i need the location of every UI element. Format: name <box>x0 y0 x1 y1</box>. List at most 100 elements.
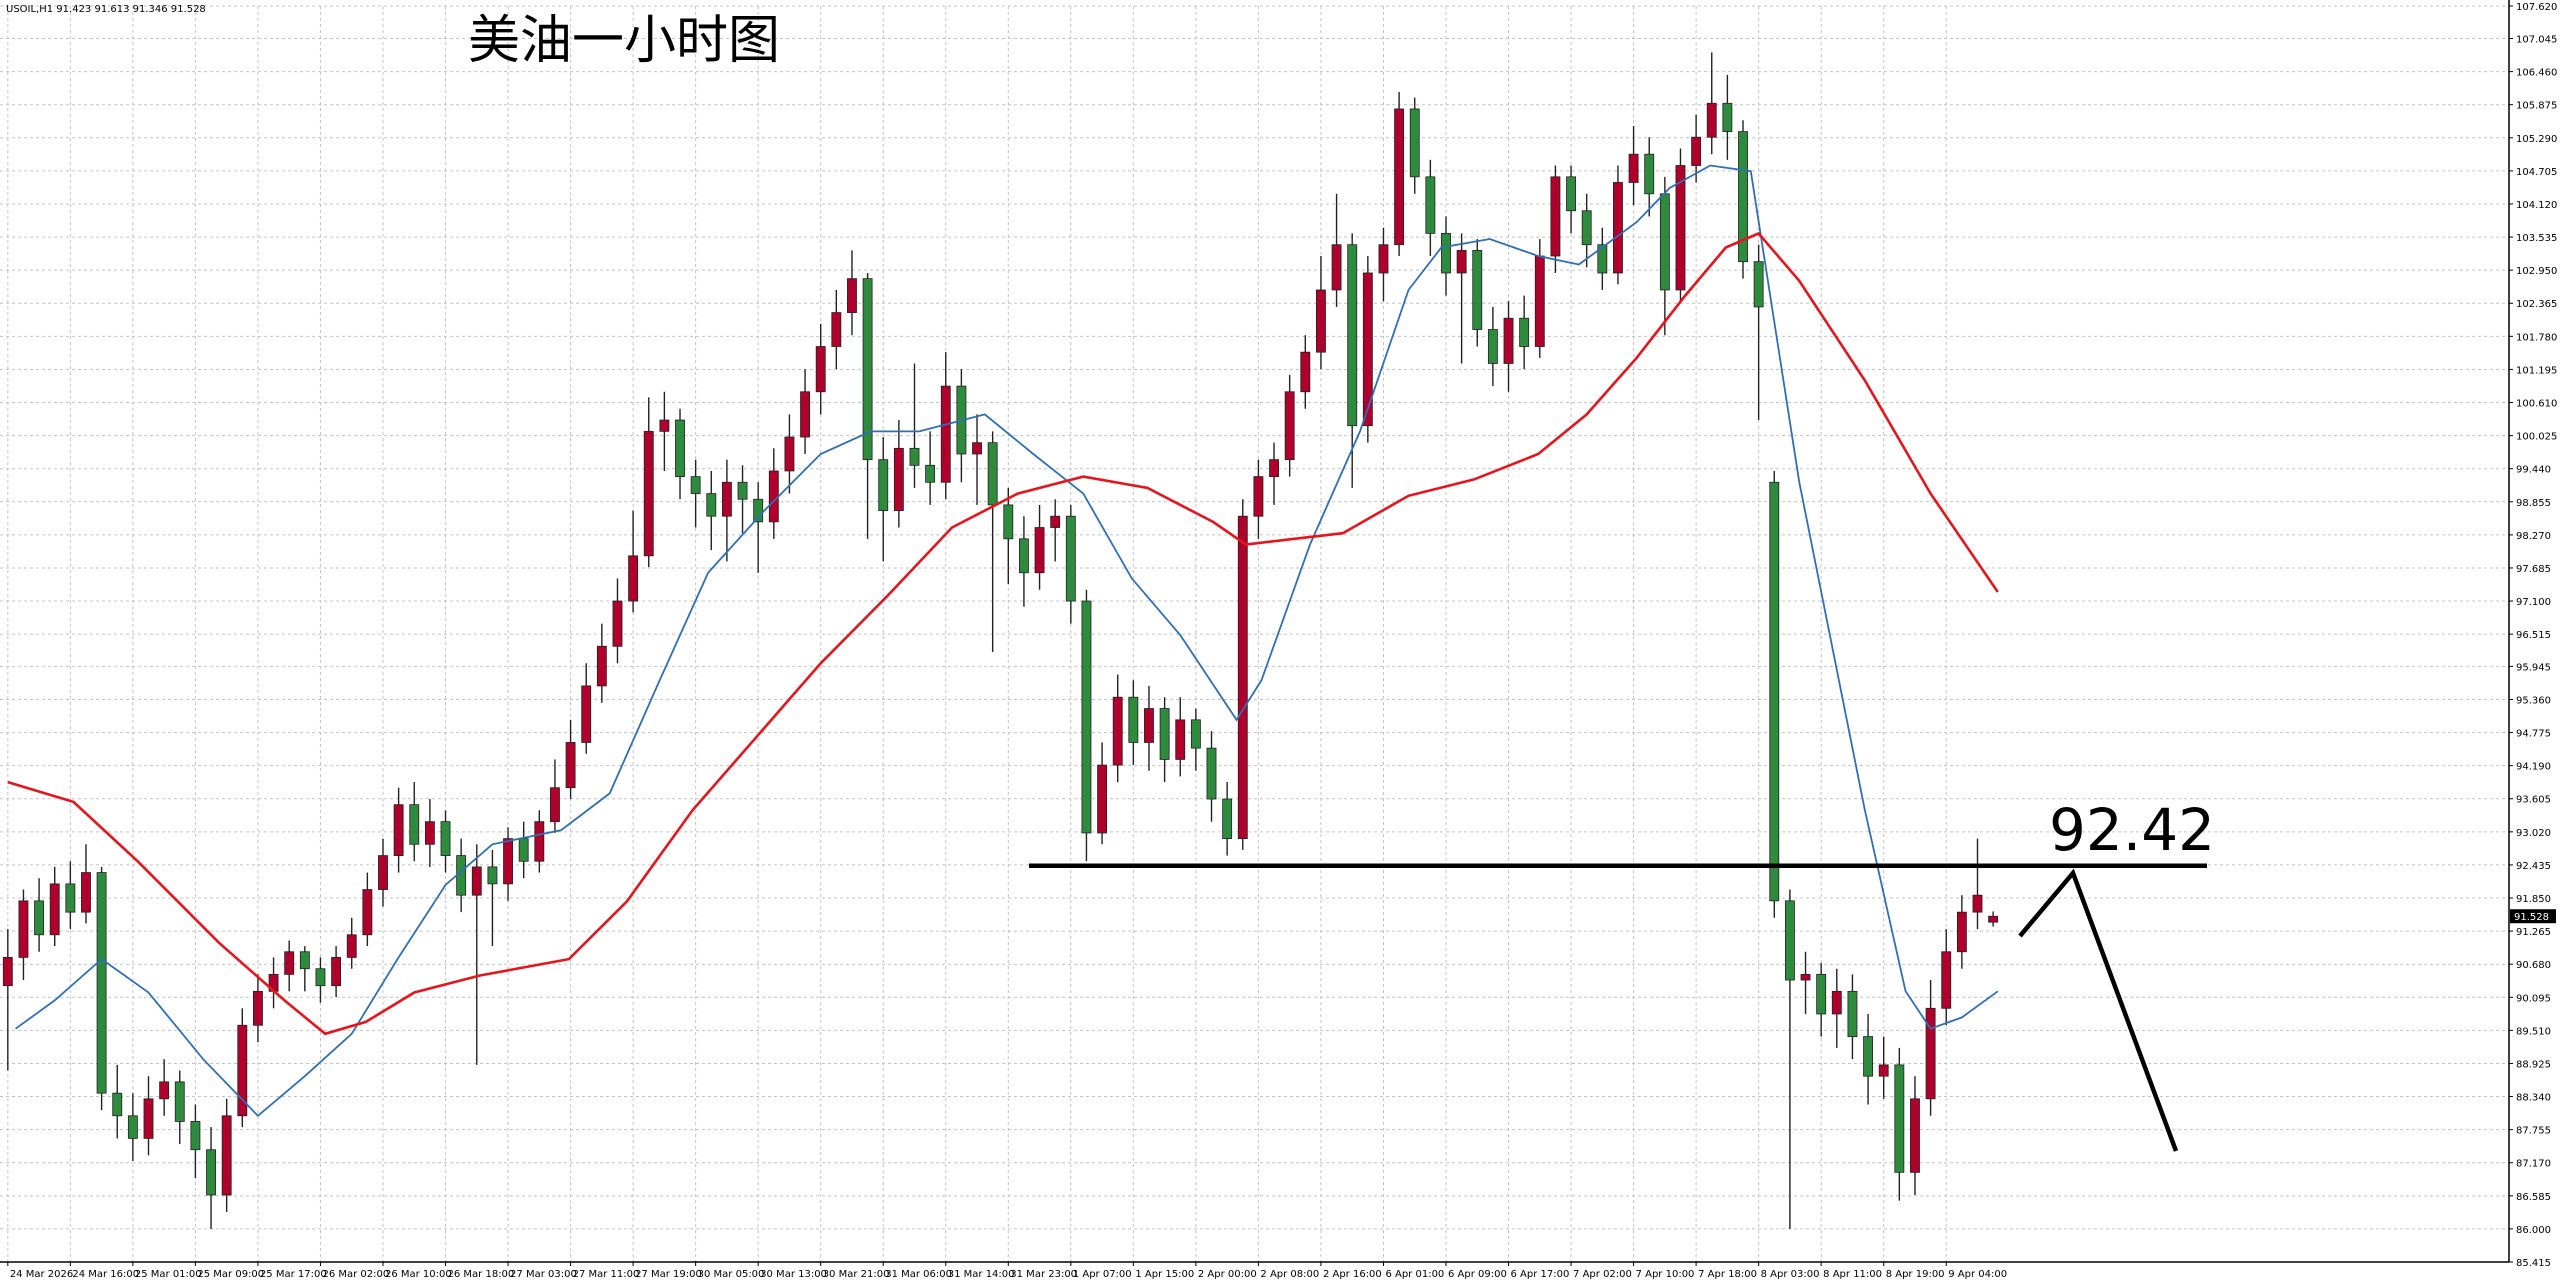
x-tick-label: 2 Apr 00:00 <box>1198 1269 1257 1280</box>
candle-body <box>1878 1064 1889 1077</box>
candle-body <box>909 447 920 466</box>
x-tick-label: 7 Apr 02:00 <box>1573 1269 1632 1280</box>
candle-body <box>1738 131 1748 263</box>
candle-body <box>550 787 560 823</box>
candle-body <box>784 436 795 472</box>
candle-body <box>862 278 873 461</box>
x-tick-label: 2 Apr 16:00 <box>1323 1269 1382 1280</box>
candle-body <box>596 645 607 687</box>
candle-body <box>127 1115 138 1139</box>
candle-body <box>675 419 685 478</box>
candle-body <box>1863 1036 1874 1077</box>
candle-body <box>331 957 342 987</box>
x-tick-label: 25 Mar 01:00 <box>135 1269 202 1280</box>
candle-body <box>299 951 310 970</box>
candle-body <box>737 481 748 500</box>
candle-body <box>1910 1098 1920 1173</box>
candle-body <box>1956 911 1967 953</box>
y-tick-label: 105.875 <box>2516 101 2557 112</box>
y-tick-label: 107.620 <box>2516 2 2557 13</box>
x-tick-label: 1 Apr 15:00 <box>1135 1269 1194 1280</box>
candle-body <box>206 1149 216 1196</box>
candle-body <box>1753 261 1764 308</box>
candle-body <box>1222 798 1233 840</box>
candle-body <box>362 889 373 936</box>
y-tick-label: 107.045 <box>2516 35 2557 46</box>
candle-body <box>456 855 467 896</box>
candle-body <box>174 1081 185 1122</box>
y-tick-label: 86.585 <box>2516 1192 2551 1203</box>
candle-body <box>1800 973 1811 981</box>
y-tick-label: 87.755 <box>2516 1126 2551 1137</box>
candle-body <box>1331 244 1342 291</box>
y-tick-label: 94.775 <box>2516 729 2551 740</box>
x-tick-label: 25 Mar 17:00 <box>260 1269 327 1280</box>
y-tick-label: 85.415 <box>2516 1258 2551 1269</box>
candle-body <box>831 312 842 347</box>
x-tick-label: 30 Mar 13:00 <box>760 1269 827 1280</box>
candle-body <box>1175 719 1186 760</box>
x-tick-label: 6 Apr 17:00 <box>1511 1269 1570 1280</box>
x-tick-label: 30 Mar 21:00 <box>823 1269 890 1280</box>
candle-body <box>893 447 904 511</box>
candle-body <box>1816 973 1827 1015</box>
price-label: 91.528 <box>2514 912 2549 923</box>
candle-body <box>659 419 670 432</box>
y-tick-label: 98.270 <box>2516 531 2551 542</box>
y-tick-label: 94.190 <box>2516 762 2551 773</box>
moving-average-line <box>7 231 1999 1036</box>
y-tick-label: 104.120 <box>2516 200 2557 211</box>
y-tick-label: 97.685 <box>2516 564 2551 575</box>
x-tick-label: 7 Apr 10:00 <box>1636 1269 1695 1280</box>
y-tick-label: 102.950 <box>2516 266 2557 277</box>
y-tick-label: 92.435 <box>2516 861 2551 872</box>
candle-body <box>34 900 45 936</box>
candle-body <box>1472 249 1483 330</box>
candle-body <box>378 855 388 890</box>
candle-body <box>81 872 91 913</box>
price-box <box>2510 909 2556 924</box>
x-tick-label: 2 Apr 08:00 <box>1260 1269 1319 1280</box>
candle-body <box>1034 527 1045 574</box>
candle-body <box>1394 108 1405 246</box>
candle-body <box>1378 244 1389 274</box>
candle-body <box>315 968 326 987</box>
candle-body <box>972 442 982 455</box>
y-tick-label: 99.440 <box>2516 465 2551 476</box>
candle-body <box>1316 289 1326 353</box>
arrow-annotation <box>2018 868 2179 1152</box>
candle-body <box>1128 696 1139 743</box>
candle-body <box>1722 102 1733 132</box>
candle-body <box>237 1024 248 1117</box>
candle-body <box>503 838 513 885</box>
candle-body <box>706 493 717 517</box>
y-tick-label: 105.290 <box>2516 134 2557 145</box>
candle-body <box>471 866 482 896</box>
x-tick-label: 8 Apr 19:00 <box>1886 1269 1945 1280</box>
candle-body <box>690 476 701 494</box>
y-tick-label: 95.945 <box>2516 662 2551 673</box>
candle-body <box>1018 538 1029 574</box>
candle-body <box>65 883 76 913</box>
candle-body <box>1644 153 1655 195</box>
candle-body <box>1503 317 1514 364</box>
candle-body <box>940 385 951 483</box>
candle-body <box>1097 764 1108 834</box>
candle-body <box>253 990 263 1026</box>
x-tick-label: 8 Apr 11:00 <box>1823 1269 1882 1280</box>
candle-body <box>1925 1007 1936 1100</box>
marks <box>2 52 2207 1229</box>
candle-body <box>581 685 592 743</box>
candle-body <box>1362 272 1373 427</box>
y-tick-label: 87.170 <box>2516 1159 2551 1170</box>
y-tick-label: 103.535 <box>2516 233 2557 244</box>
candle-body <box>1597 244 1608 274</box>
y-tick-label: 101.780 <box>2516 332 2557 343</box>
candle-body <box>1972 894 1983 913</box>
candle-body <box>1190 719 1201 749</box>
y-tick-label: 89.510 <box>2516 1026 2551 1037</box>
candle-body <box>1628 153 1639 183</box>
